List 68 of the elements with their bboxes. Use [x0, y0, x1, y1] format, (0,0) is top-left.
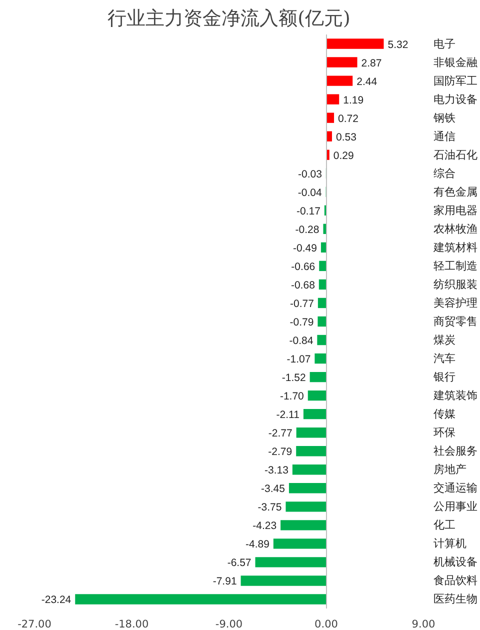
data-label: 0.29 [333, 150, 354, 162]
data-label: -3.75 [258, 502, 282, 514]
data-label: 0.53 [336, 131, 357, 144]
data-label: -0.84 [289, 335, 314, 348]
data-label: -0.79 [290, 316, 314, 328]
data-label: -4.89 [245, 538, 270, 551]
data-label: -2.79 [268, 446, 292, 458]
y-tick-label: 化工 [434, 518, 456, 532]
data-label: -4.23 [252, 520, 277, 532]
y-tick-label: 社会服务 [434, 444, 478, 458]
y-tick-label: 钢铁 [432, 111, 456, 124]
y-tick-label: 传媒 [434, 408, 456, 421]
y-tick-label: 电力设备 [434, 92, 478, 106]
y-tick-label: 房地产 [434, 463, 466, 476]
y-tick-label: 家用电器 [434, 204, 478, 217]
x-tick-label: 9.00 [412, 618, 436, 630]
data-label: -0.77 [290, 298, 314, 310]
y-tick-label: 有色金属 [434, 185, 478, 198]
data-label: -0.49 [293, 242, 318, 254]
y-tick-label: 轻工制造 [434, 259, 478, 272]
y-tick-label: 国防军工 [434, 74, 478, 88]
y-tick-label: 银行 [432, 370, 456, 384]
data-label: 0.72 [338, 112, 359, 125]
y-tick-label: 电子 [434, 37, 456, 50]
y-tick-label: 综合 [434, 166, 456, 180]
data-label: 1.19 [343, 94, 364, 106]
data-label: -0.68 [290, 279, 316, 292]
y-tick-label: 通信 [434, 130, 456, 143]
y-tick-label: 建筑装饰 [432, 389, 478, 402]
y-tick-label: 商贸零售 [434, 315, 478, 328]
chart-title: 行业主力资金净流入额(亿元) [108, 8, 350, 30]
y-tick-label: 公用事业 [434, 500, 478, 514]
x-tick-label: -9.00 [215, 618, 243, 630]
y-tick-label: 交通运输 [434, 482, 478, 495]
y-tick-label: 环保 [434, 426, 456, 440]
data-label: -0.28 [295, 224, 320, 236]
x-tick-label: -27.00 [18, 618, 52, 630]
data-label: 5.32 [388, 38, 408, 51]
data-label: -7.91 [212, 576, 237, 588]
data-label: 2.87 [361, 57, 382, 70]
x-tick-label: -18.00 [114, 618, 149, 630]
data-label: -0.17 [296, 205, 321, 218]
y-tick-label: 农林牧渔 [434, 222, 478, 236]
y-tick-label: 非银金融 [434, 56, 478, 69]
y-tick-label: 美容护理 [434, 296, 478, 310]
y-tick-label: 纺织服装 [434, 278, 478, 291]
data-label: -3.13 [264, 464, 289, 477]
data-label: -1.07 [286, 354, 311, 366]
data-label: -3.45 [261, 483, 286, 496]
x-tick-label: 0.00 [314, 618, 338, 630]
y-tick-label: 医药生物 [434, 592, 478, 606]
data-label: -23.24 [41, 594, 72, 606]
data-label: -1.52 [282, 372, 306, 384]
y-tick-label: 机械设备 [434, 556, 478, 569]
y-tick-label: 煤炭 [434, 334, 456, 347]
data-label: -0.04 [298, 186, 322, 199]
data-label: 2.44 [356, 76, 378, 88]
y-tick-label: 食品饮料 [434, 574, 478, 588]
data-label: -0.66 [291, 260, 316, 273]
data-label: -6.57 [227, 557, 252, 570]
data-label: -2.11 [276, 409, 300, 422]
y-tick-label: 计算机 [434, 537, 466, 550]
y-tick-label: 汽车 [434, 352, 456, 366]
y-tick-label: 建筑材料 [432, 240, 478, 254]
data-label: -1.70 [280, 390, 304, 403]
data-label: -0.03 [298, 168, 322, 180]
y-tick-label: 石油石化 [434, 148, 478, 162]
data-label: -2.77 [268, 428, 292, 440]
